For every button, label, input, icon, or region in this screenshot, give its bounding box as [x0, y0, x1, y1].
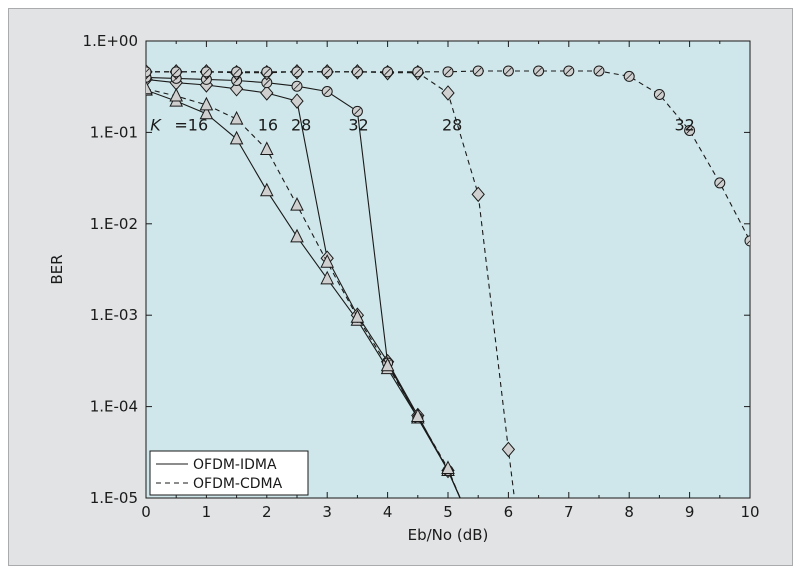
series-ofdm-cdma-k32 — [146, 65, 750, 247]
series-layer — [146, 64, 750, 498]
point-circle-hatch — [203, 68, 210, 76]
point-circle-hatch — [656, 91, 663, 98]
point-triangle-marker — [229, 130, 244, 145]
point-circle-hatch — [323, 68, 331, 76]
point-circle-marker — [146, 66, 152, 78]
curve-label: 16 — [258, 115, 278, 134]
x-tick-label: 6 — [504, 503, 514, 521]
x-axis: 0 1 2 3 4 5 6 7 8 9 10 — [141, 41, 760, 521]
point-triangle-marker — [259, 141, 274, 155]
point-circle-hatch — [746, 240, 750, 245]
point-triangle-marker — [441, 460, 455, 475]
series-ofdm-cdma-k16 — [146, 80, 461, 498]
point-circle-hatch — [686, 127, 693, 134]
y-axis-title: BER — [48, 254, 66, 284]
legend-label-ofdm-cdma: OFDM-CDMA — [193, 476, 283, 492]
x-tick-label: 2 — [262, 503, 272, 521]
point-circle-hatch — [595, 67, 603, 75]
point-circle-hatch — [354, 108, 361, 115]
point-circle-hatch — [474, 67, 482, 75]
x-tick-label: 8 — [624, 503, 634, 521]
point-circle-hatch — [233, 77, 240, 84]
curve-label: 28 — [442, 115, 462, 134]
point-circle-hatch — [263, 68, 271, 76]
point-circle-hatch — [505, 67, 512, 75]
point-triangle-marker — [146, 80, 153, 95]
point-triangle-marker — [320, 270, 335, 285]
curve-labels: K =16 16 28 32 28 32 — [150, 115, 695, 134]
curve-label: 32 — [348, 115, 368, 134]
point-circle-marker — [744, 235, 750, 247]
y-tick-label: 1.E-02 — [90, 215, 138, 233]
point-diamond-marker — [501, 441, 516, 458]
point-circle-hatch — [263, 79, 271, 86]
point-circle-hatch — [293, 68, 301, 76]
legend: OFDM-IDMA OFDM-CDMA — [149, 450, 309, 496]
point-circle-hatch — [146, 68, 150, 73]
point-circle-hatch — [293, 82, 301, 90]
legend-box — [149, 450, 309, 496]
x-axis-title: Eb/No (dB) — [408, 526, 489, 544]
series-line — [146, 88, 461, 498]
x-tick-label: 1 — [202, 503, 212, 521]
point-circle-hatch — [323, 88, 331, 95]
point-circle-hatch — [354, 68, 361, 76]
point-circle-hatch — [565, 67, 573, 75]
x-tick-label: 5 — [443, 503, 453, 521]
y-tick-label: 1.E+00 — [83, 32, 138, 50]
point-circle-hatch — [625, 73, 633, 80]
point-circle-hatch — [384, 68, 391, 76]
point-triangle-marker — [259, 182, 274, 197]
point-circle-hatch — [172, 68, 180, 76]
plot-area — [145, 40, 751, 499]
point-triangle-marker — [350, 309, 365, 323]
point-triangle-marker — [290, 197, 304, 211]
point-diamond-marker — [229, 81, 244, 97]
x-tick-label: 9 — [685, 503, 695, 521]
point-circle-hatch — [444, 68, 452, 76]
point-triangle-marker — [229, 110, 244, 125]
point-triangle-marker — [290, 228, 304, 243]
point-diamond-marker — [441, 85, 455, 101]
point-circle-hatch — [535, 67, 542, 75]
point-triangle-marker — [320, 254, 335, 268]
point-circle-hatch — [716, 179, 724, 187]
curve-label: 28 — [291, 115, 311, 134]
y-tick-label: 1.E-04 — [90, 398, 138, 416]
point-triangle-marker — [380, 357, 395, 372]
curve-label: K — [150, 115, 162, 134]
x-tick-label: 4 — [383, 503, 393, 521]
point-diamond-marker — [471, 186, 485, 203]
point-diamond-marker — [290, 93, 304, 109]
point-triangle-marker — [169, 87, 184, 102]
x-tick-label: 10 — [740, 503, 759, 521]
point-triangle-marker — [199, 105, 214, 120]
x-tick-label: 3 — [322, 503, 332, 521]
point-diamond-marker — [260, 85, 274, 101]
point-triangle-marker — [410, 408, 425, 422]
x-tick-label: 0 — [141, 503, 151, 521]
y-tick-label: 1.E-05 — [90, 489, 138, 507]
curve-label: 32 — [675, 115, 695, 134]
point-circle-hatch — [414, 68, 422, 76]
y-tick-label: 1.E-01 — [90, 123, 138, 141]
x-tick-label: 7 — [564, 503, 574, 521]
curve-label: =16 — [174, 115, 208, 134]
y-axis: 1.E+00 1.E-01 1.E-02 1.E-03 1.E-04 1.E-05 — [83, 32, 750, 507]
legend-label-ofdm-idma: OFDM-IDMA — [193, 457, 277, 473]
y-tick-label: 1.E-03 — [90, 306, 138, 324]
point-triangle-marker — [199, 96, 214, 111]
point-circle-hatch — [233, 68, 240, 76]
